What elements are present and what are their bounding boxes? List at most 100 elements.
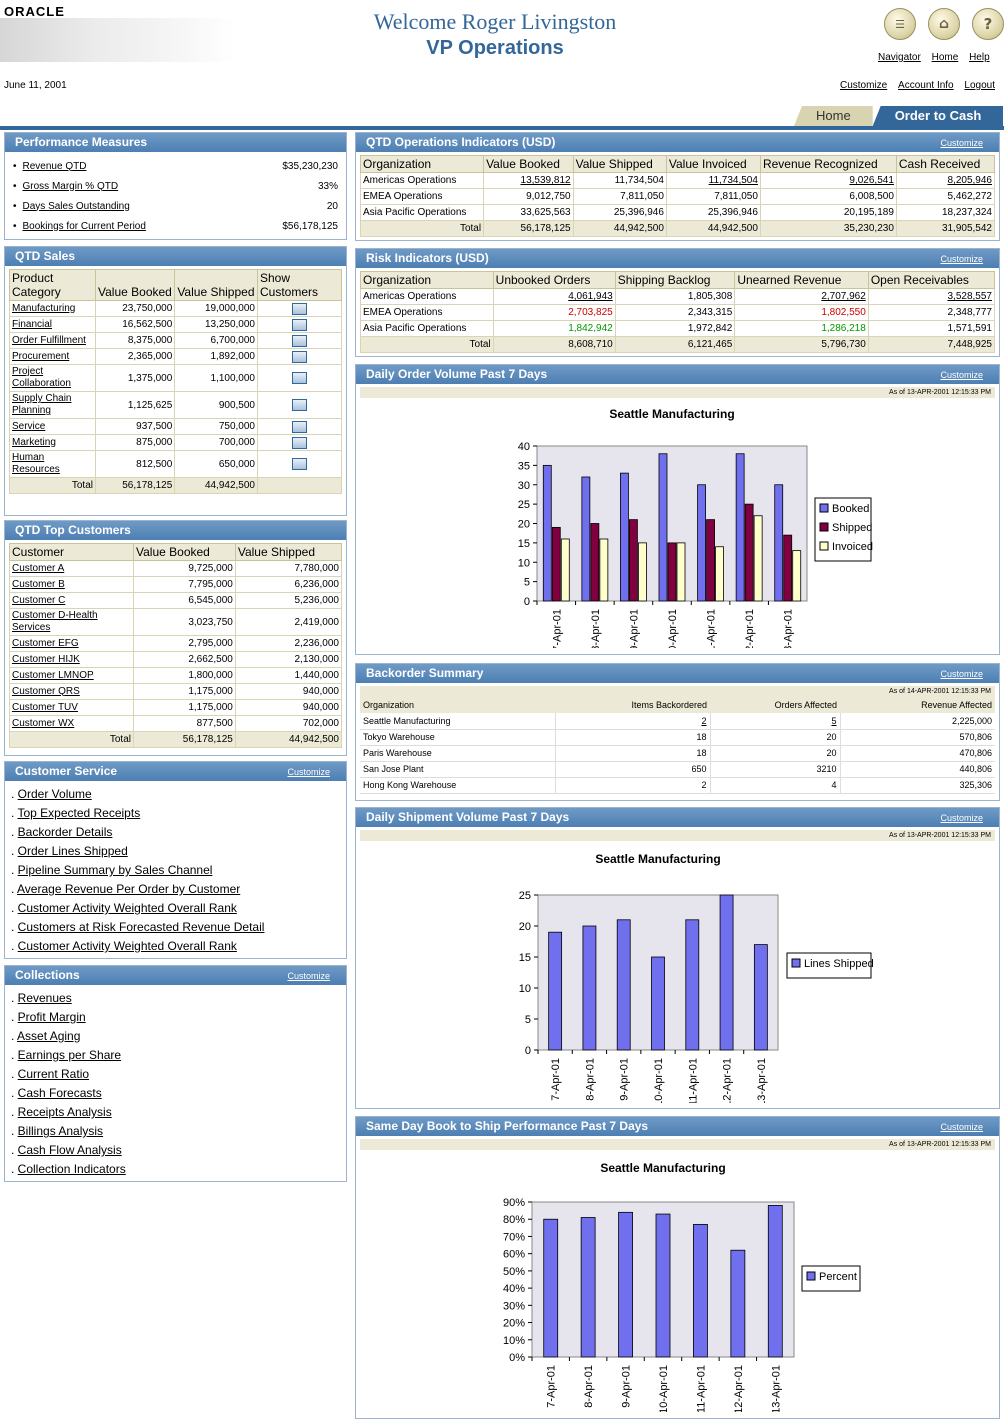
value-shipped: 6,700,000 <box>174 332 258 349</box>
customize-link[interactable]: Customize <box>940 370 983 380</box>
customize-link[interactable]: Customize <box>287 767 330 777</box>
list-link[interactable]: Revenues <box>17 991 72 1005</box>
category-link[interactable]: Order Fulfillment <box>12 334 86 346</box>
category-cell: Order Fulfillment <box>9 332 96 349</box>
category-link[interactable]: Project Collaboration <box>12 366 71 389</box>
show-customers-icon[interactable] <box>292 350 307 363</box>
y-tick-label: 80% <box>503 1214 525 1226</box>
list-link[interactable]: Customer Activity Weighted Overall Rank <box>17 939 237 953</box>
navigator-icon[interactable]: ☰ <box>884 8 916 40</box>
customer-link[interactable]: Customer EFG <box>12 637 79 649</box>
perf-link[interactable]: Days Sales Outstanding <box>22 200 130 212</box>
value-link[interactable]: 2,707,962 <box>821 291 866 302</box>
value-shipped: 5,236,000 <box>234 592 343 609</box>
customer-link[interactable]: Customer A <box>12 562 65 574</box>
list-link[interactable]: Collection Indicators <box>17 1162 126 1176</box>
list-link[interactable]: Current Ratio <box>17 1067 90 1081</box>
list-link[interactable]: Top Expected Receipts <box>17 806 141 820</box>
customer-link[interactable]: Customer C <box>12 594 66 606</box>
help-link[interactable]: Help <box>969 52 990 63</box>
y-tick-label: 0 <box>525 1045 531 1057</box>
category-link[interactable]: Financial <box>12 318 53 330</box>
org-cell: Asia Pacific Operations <box>360 320 494 337</box>
show-customers-icon[interactable] <box>292 334 307 347</box>
tab-home[interactable]: Home <box>794 106 873 126</box>
tab-order-to-cash[interactable]: Order to Cash <box>872 106 1004 126</box>
customize-link[interactable]: Customize <box>287 971 330 981</box>
show-customers-icon[interactable] <box>292 420 307 433</box>
list-link[interactable]: Cash Forecasts <box>17 1086 102 1100</box>
customer-link[interactable]: Customer WX <box>12 717 75 729</box>
value-link[interactable]: 5 <box>831 715 837 726</box>
customer-link[interactable]: Customer D-Health Services <box>12 610 98 633</box>
list-link[interactable]: Order Volume <box>17 787 92 801</box>
category-link[interactable]: Human Resources <box>12 452 60 475</box>
category-link[interactable]: Marketing <box>12 436 56 448</box>
category-link[interactable]: Supply Chain Planning <box>12 393 72 416</box>
navigator-link[interactable]: Navigator <box>878 52 921 63</box>
x-tick-label: 11-Apr-01 <box>687 1058 699 1103</box>
list-link[interactable]: Cash Flow Analysis <box>17 1143 122 1157</box>
value-link[interactable]: 9,026,541 <box>849 175 894 186</box>
customer-link[interactable]: Customer QRS <box>12 685 80 697</box>
show-customers-icon[interactable] <box>292 302 307 315</box>
perf-link[interactable]: Bookings for Current Period <box>22 220 146 232</box>
list-link[interactable]: Profit Margin <box>17 1010 86 1024</box>
customize-link[interactable]: Customize <box>840 80 888 91</box>
list-link[interactable]: Average Revenue Per Order by Customer <box>17 882 241 896</box>
list-link[interactable]: Pipeline Summary by Sales Channel <box>17 863 213 877</box>
customize-link[interactable]: Customize <box>940 813 983 823</box>
value-cell: 3,528,557 <box>867 288 996 305</box>
list-link[interactable]: Receipts Analysis <box>17 1105 112 1119</box>
list-item: . Average Revenue Per Order by Customer <box>5 880 346 899</box>
value-link[interactable]: 13,539,812 <box>520 175 571 186</box>
table-row: Customer QRS 1,175,000 940,000 <box>9 683 343 700</box>
customize-link[interactable]: Customize <box>940 1122 983 1132</box>
list-link[interactable]: Customer Activity Weighted Overall Rank <box>17 901 237 915</box>
list-link[interactable]: Billings Analysis <box>17 1124 104 1138</box>
value-booked: 812,500 <box>94 450 176 478</box>
customer-link[interactable]: Customer LMNOP <box>12 669 94 681</box>
bullet: . <box>11 787 18 801</box>
bullet: . <box>11 1124 18 1138</box>
home-link[interactable]: Home <box>931 52 959 63</box>
list-link[interactable]: Customers at Risk Forecasted Revenue Det… <box>17 920 265 934</box>
logout-link[interactable]: Logout <box>964 80 995 91</box>
customer-link[interactable]: Customer TUV <box>12 701 78 713</box>
list-link[interactable]: Backorder Details <box>17 825 113 839</box>
help-icon[interactable]: ? <box>972 8 1004 40</box>
customize-link[interactable]: Customize <box>940 138 983 148</box>
customize-link[interactable]: Customize <box>940 254 983 264</box>
show-customers-icon[interactable] <box>292 372 307 384</box>
value-link[interactable]: 8,205,946 <box>947 175 993 186</box>
bar-shipped <box>629 519 638 602</box>
list-link[interactable]: Asset Aging <box>17 1029 81 1043</box>
list-link[interactable]: Earnings per Share <box>17 1048 122 1062</box>
customer-link[interactable]: Customer HIJK <box>12 653 80 665</box>
y-tick-label: 5 <box>525 1014 531 1026</box>
value-link[interactable]: 4,061,943 <box>568 291 613 302</box>
list-item: . Customer Activity Weighted Overall Ran… <box>5 899 346 918</box>
list-link[interactable]: Order Lines Shipped <box>17 844 128 858</box>
value-shipped: 1,440,000 <box>234 667 343 684</box>
value-text: 1,286,218 <box>821 323 866 334</box>
value-link[interactable]: 2 <box>701 715 707 726</box>
value-link[interactable]: 11,734,504 <box>708 175 758 186</box>
category-link[interactable]: Manufacturing <box>12 302 76 314</box>
show-customers-icon[interactable] <box>292 318 307 331</box>
category-link[interactable]: Service <box>12 420 46 432</box>
customer-link[interactable]: Customer B <box>12 578 65 590</box>
home-icon[interactable]: ⌂ <box>928 8 960 40</box>
value-cell: 25,396,946 <box>665 204 761 221</box>
account-info-link[interactable]: Account Info <box>898 80 954 91</box>
perf-link[interactable]: Gross Margin % QTD <box>22 180 119 192</box>
category-link[interactable]: Procurement <box>12 350 70 362</box>
show-customers-icon[interactable] <box>292 458 307 470</box>
value-text: 18 <box>696 748 707 758</box>
customize-link[interactable]: Customize <box>940 669 983 679</box>
value-link[interactable]: 3,528,557 <box>947 291 993 302</box>
perf-link[interactable]: Revenue QTD <box>22 160 87 172</box>
show-customers-icon[interactable] <box>292 436 307 449</box>
show-customers-icon[interactable] <box>292 399 307 411</box>
value-text: 33,625,563 <box>520 207 571 218</box>
